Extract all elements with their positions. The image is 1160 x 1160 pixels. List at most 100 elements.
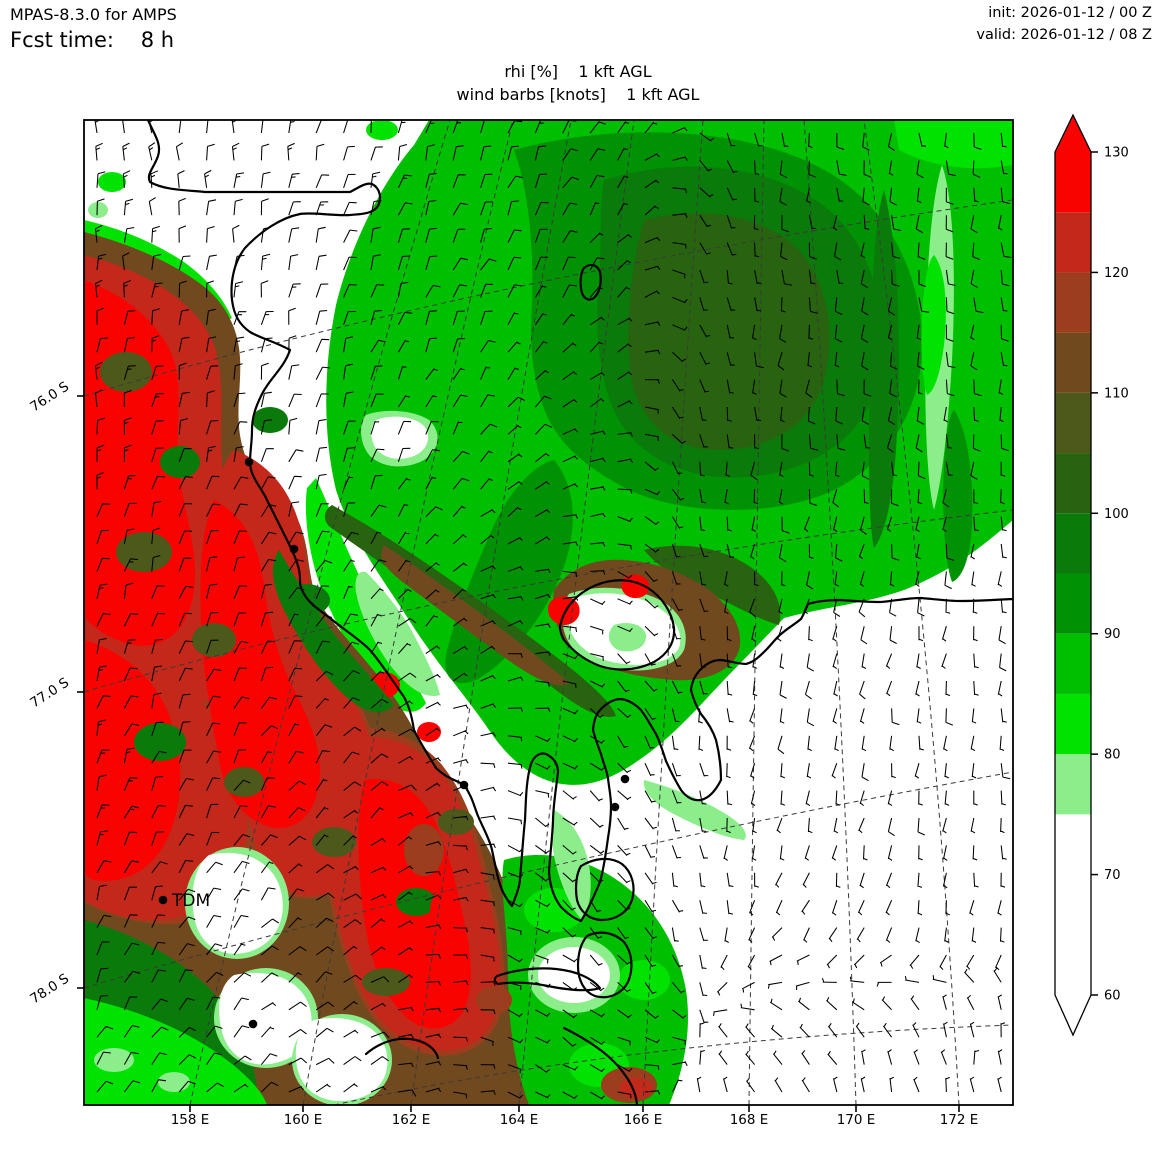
contour-region-bright-redF	[417, 722, 441, 742]
colorbar-segment-120-125	[1055, 212, 1091, 273]
coast-ridge	[493, 967, 602, 992]
colorbar-under-arrow	[1055, 995, 1091, 1035]
contour-region-bc-bright2	[618, 960, 670, 1000]
coast-main	[146, 120, 1013, 923]
plot-title-line1: rhi [%] 1 kft AGL	[504, 62, 652, 81]
contour-region-tongue-brown	[381, 545, 570, 686]
colorbar-tick-label-110: 110	[1104, 386, 1129, 401]
coast-ross-island	[558, 579, 676, 671]
y-tick-label-1: 77.0 S	[27, 674, 73, 712]
graticule-meridian-5	[748, 120, 765, 1105]
contour-region-mottle10	[396, 888, 436, 916]
contour-region-top-speck	[366, 120, 398, 140]
contour-region-right-bright-streak	[921, 255, 946, 395]
contour-region-bl-pale2	[158, 1072, 190, 1092]
contour-region-bl-pale1	[94, 1048, 134, 1072]
colorbar-tick-label-60: 60	[1104, 989, 1121, 1004]
contour-region-coastal-pale-swath	[355, 571, 440, 697]
graticule-latitude-0	[84, 199, 1013, 397]
coast-franklin-island	[579, 263, 602, 301]
contour-region-bright-redB	[84, 640, 181, 881]
contour-region-pale-sliver-se	[643, 780, 746, 840]
stations-layer: TDM	[158, 457, 630, 1029]
y-tick-label-2: 78.0 S	[27, 970, 73, 1008]
valid-time-label: valid: 2026-01-12 / 08 Z	[976, 27, 1152, 43]
station-label-TDM: TDM	[171, 891, 210, 911]
coast-frag-bc	[562, 1026, 639, 1105]
colorbar-over-arrow	[1055, 115, 1091, 152]
coast-island1	[574, 857, 635, 922]
colorbar-segment-80-85	[1055, 693, 1091, 755]
contour-region-white-notch	[371, 416, 429, 459]
colorbar-segment-85-90	[1055, 633, 1091, 694]
contour-region-pale-tongue-south	[551, 810, 591, 920]
station-dot-5	[158, 895, 168, 905]
contour-region-mottle5	[134, 723, 186, 761]
colorbar-segment-75-80	[1055, 754, 1091, 815]
contour-region-bc-red2	[430, 890, 458, 930]
colorbar-segment-110-115	[1055, 332, 1091, 393]
colorbar: 130 120 110 100 90 80 70 60	[1054, 113, 1129, 1037]
contour-region-bc-brick1	[404, 824, 444, 876]
contour-region-mottle3	[116, 532, 172, 572]
plot-title-line2: wind barbs [knots] 1 kft AGL	[456, 85, 700, 104]
graticule-meridian-6	[803, 120, 857, 1105]
colorbar-segment-60-75	[1055, 814, 1091, 995]
coast-island2	[576, 931, 633, 999]
contour-region-mottle9	[312, 827, 356, 857]
contour-region-red-ring-spots	[547, 574, 650, 625]
model-version-label: MPAS-8.3.0 for AMPS	[10, 5, 177, 24]
colorbar-segment-90-95	[1055, 573, 1091, 634]
wind-barb-glyphs	[94, 120, 1012, 1100]
colorbar-tick-label-70: 70	[1104, 868, 1121, 883]
colorbar-segment-115-120	[1055, 272, 1091, 333]
contour-region-mottle6	[224, 767, 264, 797]
contour-region-tl-speck1	[98, 172, 126, 192]
plot-title: rhi [%] 1 kft AGL wind barbs [knots] 1 k…	[457, 60, 700, 106]
coast-frag-bl	[364, 1037, 440, 1060]
contour-region-bc-white	[538, 947, 610, 1003]
colorbar-tick-label-90: 90	[1104, 627, 1121, 642]
contour-region-bright-redC	[200, 500, 320, 829]
graticule-meridian-2	[410, 120, 572, 1105]
x-tick-label-1: 160 E	[283, 1112, 323, 1128]
contour-region-mottle1	[100, 352, 152, 392]
wind-barbs-layer	[94, 120, 1012, 1100]
colorbar-segment-105-110	[1055, 392, 1091, 454]
station-dot-0	[244, 457, 254, 467]
x-tick-label-0: 158 E	[170, 1112, 210, 1128]
station-dot-3	[620, 774, 630, 784]
contour-region-pale-ring-fleck	[608, 623, 647, 652]
x-tick-label-3: 164 E	[499, 1112, 539, 1128]
graticule-latitude-1	[84, 509, 1013, 693]
contour-region-bc-brick2	[476, 986, 512, 1014]
map-layers: TDM	[84, 120, 1013, 1105]
x-tick-label-6: 170 E	[836, 1112, 876, 1128]
colorbar-segment-100-105	[1055, 453, 1091, 514]
x-tick-label-5: 168 E	[729, 1112, 769, 1128]
colorbar-tick-label-80: 80	[1104, 748, 1121, 763]
plot-frame	[83, 119, 1014, 1106]
graticule-meridian-0	[189, 120, 451, 1105]
x-tick-label-2: 162 E	[391, 1112, 431, 1128]
contour-region-dark-right-streak	[869, 190, 899, 548]
graticule-latitude-3	[333, 1024, 1013, 1105]
colorbar-tick-label-120: 120	[1104, 266, 1129, 281]
contour-region-bl-white1	[192, 852, 283, 954]
colorbar-tick-label-100: 100	[1104, 507, 1129, 522]
y-tick-label-0: 76.0 S	[27, 378, 73, 416]
contour-region-ring-olive-fringe	[644, 545, 781, 625]
colorbar-segment-95-100	[1055, 513, 1091, 574]
colorbar-segment-125-130	[1055, 152, 1091, 213]
forecast-time-label: Fcst time: 8 h	[10, 28, 175, 52]
station-dot-6	[248, 1019, 258, 1029]
graticule-meridian-1	[302, 120, 514, 1105]
contour-region-mottle2	[160, 446, 200, 478]
contour-region-tl-speck2	[88, 202, 108, 218]
station-dot-1	[289, 544, 299, 554]
graticule-meridian-7	[863, 120, 960, 1105]
contour-region-bl-bright-band	[84, 998, 267, 1105]
x-tick-label-4: 166 E	[623, 1112, 663, 1128]
station-dot-4	[610, 802, 620, 812]
